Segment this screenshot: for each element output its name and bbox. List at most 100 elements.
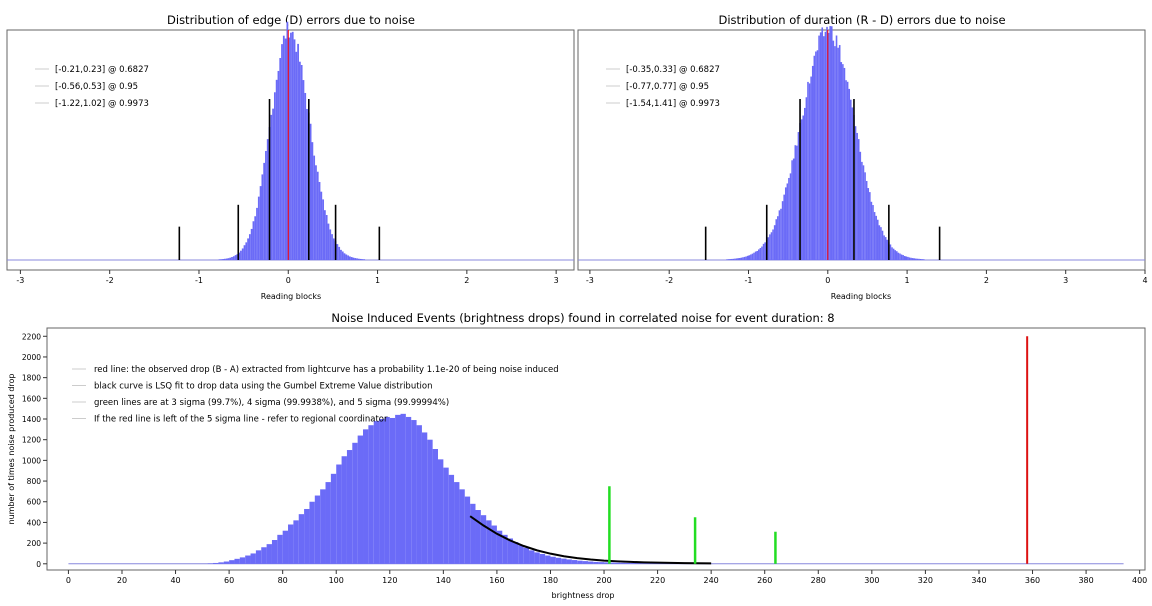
histogram-bar <box>389 417 396 564</box>
histogram-bar <box>808 83 811 261</box>
histogram-bar <box>748 255 751 260</box>
histogram-bar <box>512 542 519 564</box>
x-tick-label: -1 <box>195 276 203 285</box>
x-tick-label: 2 <box>984 276 989 285</box>
histogram-bar <box>314 495 321 564</box>
histogram-bar <box>539 553 546 564</box>
histogram-bar <box>800 119 803 260</box>
histogram-bar <box>897 252 900 260</box>
histogram-bar <box>223 258 226 260</box>
histogram-bar <box>341 456 347 564</box>
histogram-bar <box>738 258 741 260</box>
histogram-bar <box>480 515 487 564</box>
histogram-bar <box>277 70 280 260</box>
legend-entry: red line: the observed drop (B - A) extr… <box>94 365 559 375</box>
histogram-bar <box>245 555 251 564</box>
duration-error-legend: [-0.35,0.33] @ 0.6827 [-0.77,0.77] @ 0.95… <box>606 65 720 109</box>
edge-error-interval-markers <box>178 99 381 260</box>
histogram-bar <box>805 97 808 260</box>
noise-events-overlays <box>469 336 1029 565</box>
histogram-bar <box>870 201 873 260</box>
legend-entry: green lines are at 3 sigma (99.7%), 4 si… <box>94 398 449 408</box>
histogram-bar <box>416 425 422 564</box>
histogram-bar <box>252 221 255 260</box>
histogram-bar <box>277 534 283 564</box>
histogram-bar <box>857 139 860 260</box>
histogram-bar <box>330 473 337 564</box>
histogram-bar <box>325 482 331 564</box>
histogram-bar <box>861 161 863 260</box>
histogram-bar <box>772 229 774 260</box>
histogram-bar <box>454 482 460 564</box>
x-tick-label: 100 <box>329 576 344 585</box>
histogram-bar <box>236 254 239 260</box>
histogram-bar <box>256 207 258 260</box>
x-tick-label: -1 <box>745 276 753 285</box>
histogram-bar <box>746 255 749 260</box>
histogram-bar <box>250 228 253 260</box>
histogram-bar <box>507 538 513 564</box>
histogram-bar <box>470 503 476 564</box>
x-tick-label: 220 <box>650 576 665 585</box>
histogram-bar <box>338 246 341 260</box>
x-tick-label: 0 <box>825 276 830 285</box>
histogram-bar <box>329 229 332 260</box>
histogram-bar <box>288 37 291 260</box>
y-tick-label: 200 <box>27 539 42 548</box>
histogram-bar <box>421 432 428 564</box>
histogram-bar <box>325 215 328 260</box>
histogram-bar <box>819 32 822 260</box>
x-tick-label: 140 <box>436 576 451 585</box>
histogram-bar <box>231 257 233 260</box>
edge-error-x-label: Reading blocks <box>261 292 321 301</box>
histogram-bar <box>792 158 795 260</box>
histogram-bar <box>804 107 806 260</box>
histogram-bar <box>518 545 524 564</box>
histogram-bar <box>350 257 353 260</box>
histogram-bar <box>239 557 246 564</box>
noise-events-panel: Noise Induced Events (brightness drops) … <box>7 311 1147 600</box>
histogram-bar <box>593 561 599 564</box>
histogram-bar <box>290 32 292 261</box>
y-tick-label: 1200 <box>22 436 41 445</box>
histogram-bar <box>254 216 257 260</box>
duration-error-title: Distribution of duration (R - D) errors … <box>718 13 1005 27</box>
histogram-bar <box>916 258 919 260</box>
histogram-bar <box>754 251 757 260</box>
histogram-bar <box>796 145 798 260</box>
histogram-bar <box>778 210 781 260</box>
histogram-bar <box>794 145 797 260</box>
histogram-bar <box>240 250 242 260</box>
edge-error-legend: [-0.21,0.23] @ 0.6827 [-0.56,0.53] @ 0.95… <box>35 65 149 109</box>
histogram-bar <box>818 35 820 261</box>
histogram-bar <box>740 257 743 260</box>
histogram-bar <box>220 259 223 260</box>
histogram-bar <box>284 38 287 261</box>
histogram-bar <box>735 258 738 260</box>
histogram-bar <box>363 259 366 260</box>
histogram-bar <box>293 39 296 260</box>
histogram-bar <box>437 459 444 564</box>
noise-events-x-label: brightness drop <box>552 591 615 600</box>
histogram-bar <box>341 251 344 260</box>
histogram-bar <box>838 45 841 260</box>
histogram-bar <box>743 256 746 260</box>
histogram-bar <box>354 258 357 260</box>
x-tick-label: 160 <box>489 576 504 585</box>
histogram-bar <box>288 524 294 564</box>
histogram-bar <box>810 76 812 260</box>
duration-error-x-axis: -3 -2 -1 0 1 2 3 4 <box>586 270 1148 285</box>
histogram-bar <box>529 550 535 564</box>
x-tick-label: 0 <box>286 276 291 285</box>
x-tick-label: 380 <box>1078 576 1093 585</box>
histogram-bar <box>875 215 877 260</box>
histogram-bar <box>802 115 805 260</box>
histogram-bar <box>891 247 893 260</box>
x-tick-label: 340 <box>971 576 986 585</box>
y-tick-label: 1400 <box>22 415 41 424</box>
histogram-bar <box>848 88 851 260</box>
histogram-bar <box>218 562 224 564</box>
histogram-bar <box>786 183 789 260</box>
histogram-bar <box>411 420 417 564</box>
